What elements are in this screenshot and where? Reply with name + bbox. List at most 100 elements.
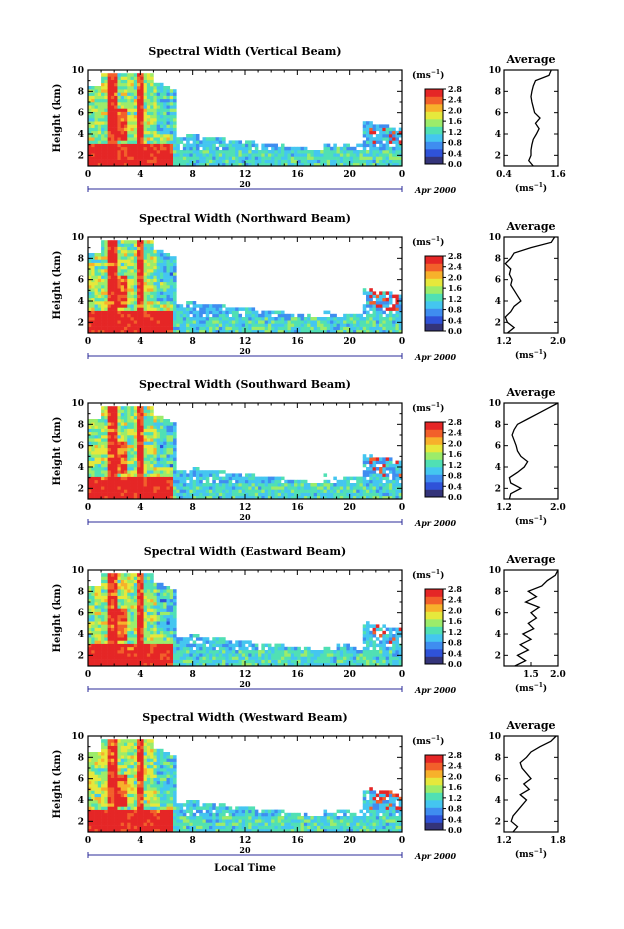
heatmap-cell xyxy=(195,143,200,148)
heatmap-cell xyxy=(114,272,118,276)
heatmap-cell xyxy=(104,111,108,116)
heatmap-cell xyxy=(127,406,131,410)
heatmap-cell xyxy=(176,137,180,141)
heatmap-cell xyxy=(169,637,174,641)
heatmap-cell xyxy=(359,317,364,321)
heatmap-cell xyxy=(159,114,164,119)
heatmap-cell xyxy=(153,249,157,254)
heatmap-cell xyxy=(127,249,131,254)
heatmap-cell xyxy=(169,438,174,442)
heatmap-cell xyxy=(261,476,265,481)
heatmap-cell xyxy=(163,646,167,651)
colorbar-segment xyxy=(425,141,443,150)
heatmap-cell xyxy=(159,595,164,600)
heatmap-cell xyxy=(215,156,220,160)
heatmap-cell xyxy=(153,653,157,657)
heatmap-cell xyxy=(88,608,92,612)
heatmap-cell xyxy=(169,476,174,481)
heatmap-cell xyxy=(385,301,390,305)
heatmap-cell xyxy=(159,108,164,112)
heatmap-cell xyxy=(313,159,318,164)
heatmap-cell xyxy=(97,98,102,103)
heatmap-cell xyxy=(189,495,193,500)
y-tick-label: 4 xyxy=(78,130,84,140)
heatmap-cell xyxy=(169,444,174,449)
heatmap-cell xyxy=(212,486,216,490)
heatmap-cell xyxy=(369,127,373,132)
heatmap-cell xyxy=(166,320,171,324)
heatmap-cell xyxy=(137,262,141,267)
heatmap-cell xyxy=(97,586,102,590)
heatmap-cell xyxy=(114,483,118,487)
heatmap-cell xyxy=(94,253,99,257)
heatmap-cell xyxy=(110,297,115,302)
heatmap-cell xyxy=(258,313,262,318)
heatmap-cell xyxy=(290,492,295,497)
heatmap-cell xyxy=(323,492,328,497)
heatmap-cell xyxy=(176,473,180,477)
heatmap-cell xyxy=(107,281,112,286)
heatmap-cell xyxy=(146,159,151,164)
heatmap-cell xyxy=(97,428,102,433)
heatmap-cell xyxy=(395,301,400,305)
heatmap-cell xyxy=(117,89,122,93)
heatmap-cell xyxy=(133,646,138,651)
heatmap-cell xyxy=(91,646,95,651)
heatmap-cell xyxy=(202,162,207,167)
heatmap-cell xyxy=(153,467,157,471)
heatmap-cell xyxy=(284,326,288,331)
heatmap-cell xyxy=(101,447,105,452)
heatmap-cell xyxy=(186,473,190,477)
heatmap-cell xyxy=(94,637,99,641)
heatmap-cell xyxy=(336,317,341,321)
heatmap-cell xyxy=(114,79,118,84)
heatmap-cell xyxy=(166,653,171,657)
heatmap-cell xyxy=(228,150,233,154)
average-y-tick-label: 2 xyxy=(495,484,501,494)
heatmap-cell xyxy=(290,326,295,331)
heatmap-cell xyxy=(123,611,128,616)
heatmap-cell xyxy=(228,162,233,167)
heatmap-cell xyxy=(379,457,383,461)
heatmap-cell xyxy=(143,92,148,96)
heatmap-cell xyxy=(159,304,164,308)
heatmap-cell xyxy=(107,447,112,452)
heatmap-cell xyxy=(146,467,151,471)
heatmap-cell xyxy=(120,304,125,308)
heatmap-cell xyxy=(143,441,148,445)
heatmap-cell xyxy=(392,146,396,151)
heatmap-cell xyxy=(104,121,108,125)
heatmap-cell xyxy=(179,310,184,315)
heatmap-cell xyxy=(189,159,193,164)
heatmap-cell xyxy=(114,89,118,93)
heatmap-cell xyxy=(94,102,99,106)
heatmap-cell xyxy=(123,95,128,100)
heatmap-cell xyxy=(150,294,154,299)
heatmap-cell xyxy=(101,294,105,299)
heatmap-cell xyxy=(107,134,112,138)
heatmap-cell xyxy=(346,479,350,484)
heatmap-cell xyxy=(101,73,105,77)
heatmap-cell xyxy=(133,576,138,580)
heatmap-cell xyxy=(123,326,128,331)
heatmap-cell xyxy=(173,441,177,445)
heatmap-cell xyxy=(130,79,135,84)
heatmap-cell xyxy=(362,326,367,331)
heatmap-cell xyxy=(97,486,102,490)
date-tick-label: 20 xyxy=(239,512,251,522)
heatmap-cell xyxy=(143,412,148,417)
heatmap-cell xyxy=(163,118,167,122)
heatmap-cell xyxy=(156,82,161,87)
heatmap-cell xyxy=(192,489,197,493)
colorbar-segment xyxy=(425,474,443,483)
heatmap-cell xyxy=(186,156,190,160)
heatmap-cell xyxy=(267,329,272,334)
heatmap-cell xyxy=(104,656,108,660)
heatmap-cell xyxy=(222,143,226,148)
heatmap-cell xyxy=(195,326,200,331)
heatmap-cell xyxy=(88,111,92,116)
colorbar-tick-label: 2.0 xyxy=(448,272,462,282)
heatmap-cell xyxy=(222,492,226,497)
heatmap-cell xyxy=(274,483,279,487)
heatmap-cell xyxy=(114,489,118,493)
